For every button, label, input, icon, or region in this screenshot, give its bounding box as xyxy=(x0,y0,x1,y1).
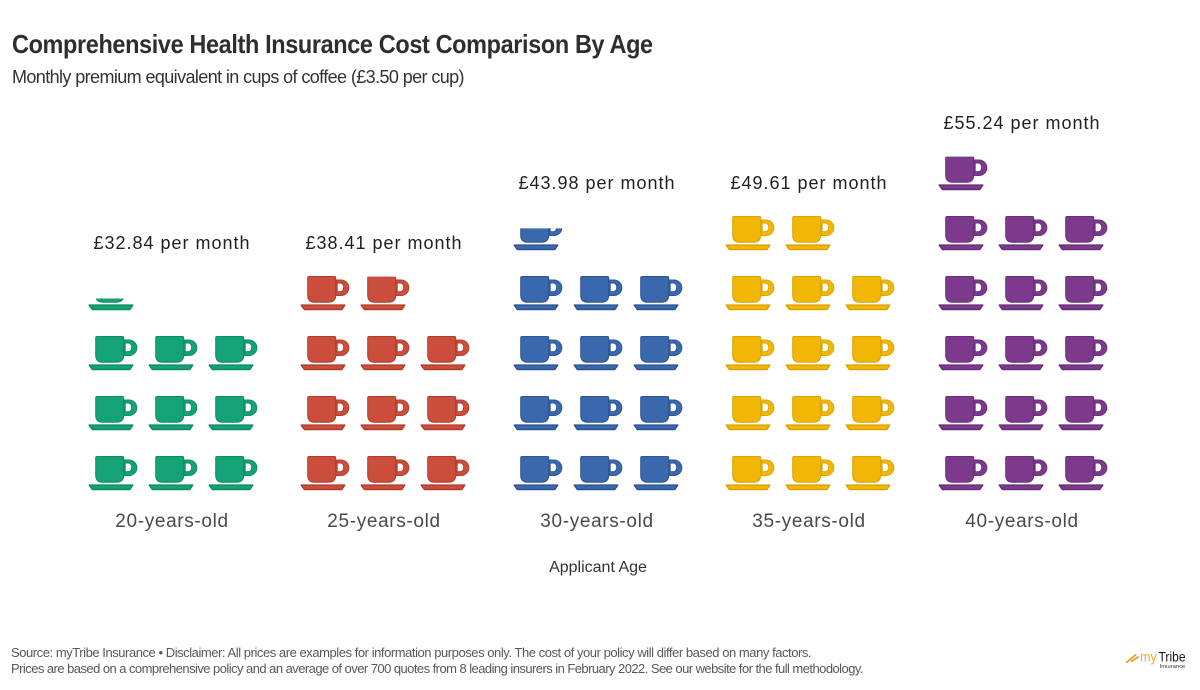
svg-text:Tribe: Tribe xyxy=(1159,650,1186,665)
svg-text:my: my xyxy=(1140,649,1157,665)
svg-text:Insurance: Insurance xyxy=(1160,664,1186,670)
